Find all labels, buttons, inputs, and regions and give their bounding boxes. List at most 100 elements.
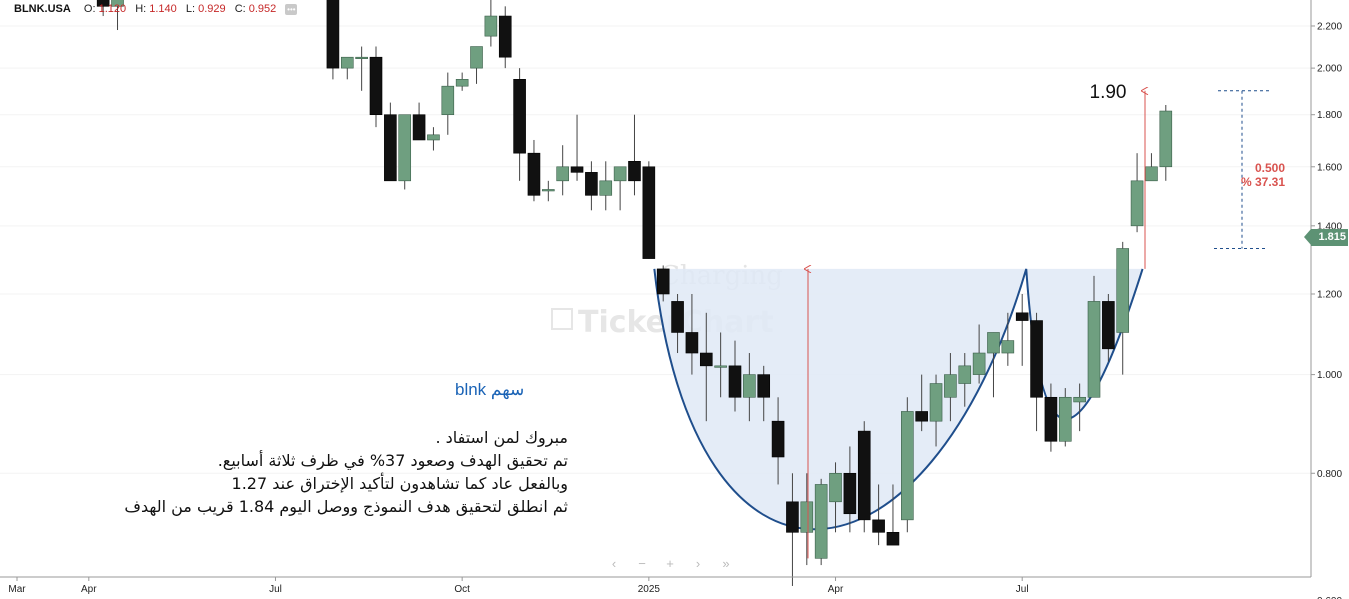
candle-body	[355, 56, 368, 60]
candle	[1001, 312, 1015, 366]
open-key: O:	[83, 3, 96, 15]
candle-body	[886, 532, 900, 546]
candle	[987, 332, 1000, 398]
candle-body	[1116, 248, 1130, 333]
x-tick-label: Jul	[1016, 584, 1029, 595]
candle-body	[96, 0, 110, 7]
candle-body	[857, 430, 871, 521]
candle-body	[843, 472, 857, 515]
candle-body	[929, 383, 943, 422]
candle-body	[1044, 396, 1058, 442]
candle-body	[699, 352, 713, 367]
candle	[513, 68, 526, 181]
candle	[699, 312, 713, 422]
candle-body	[470, 46, 483, 69]
candle-body	[527, 152, 541, 196]
ohlc-header: BLNK.USA O: 1.120 H: 1.140 L: 0.929 C: 0…	[14, 3, 298, 15]
chart-navigation: ‹ − + › »	[600, 557, 740, 571]
candle	[757, 365, 771, 422]
candle	[1044, 383, 1058, 452]
low-key: L:	[185, 3, 196, 15]
candle	[901, 397, 914, 533]
candle-body	[455, 79, 469, 87]
candle	[886, 484, 900, 546]
candle	[671, 293, 684, 354]
candle-body	[642, 166, 656, 259]
candle	[498, 6, 512, 69]
candle	[585, 161, 598, 211]
y-tick-label: 1.000	[1317, 370, 1342, 381]
candle	[1030, 312, 1043, 432]
candle-body	[1145, 166, 1158, 182]
candle	[96, 0, 110, 17]
candle-body	[1030, 320, 1043, 398]
candle	[1130, 153, 1144, 233]
zoom-out-button[interactable]: −	[638, 556, 646, 571]
candle	[455, 72, 469, 91]
nav-end-button[interactable]: »	[722, 556, 730, 571]
annotation-line-2: تم تحقيق الهدف وصعود 37% في ظرف ثلاثة أس…	[217, 451, 568, 470]
annotation-line-1: مبروك لمن استفاد .	[435, 428, 568, 447]
candle-body	[570, 166, 584, 173]
candle-body	[340, 56, 354, 69]
candle	[814, 478, 828, 566]
x-tick-label: 2025	[638, 584, 661, 595]
candle-body	[1130, 180, 1144, 227]
time-axis: Mar Apr Jul Oct 2025 Apr Jul	[8, 577, 1029, 595]
candle	[1058, 388, 1072, 447]
candle-body	[743, 374, 756, 398]
candle-body	[613, 166, 627, 182]
candle-body	[685, 332, 699, 354]
y-tick-label: 0.800	[1317, 469, 1342, 480]
candle-body	[585, 172, 598, 196]
nav-forward-button[interactable]: ›	[695, 556, 701, 571]
candle-body	[786, 501, 799, 533]
candle	[326, 0, 340, 80]
zoom-in-button[interactable]: +	[666, 556, 674, 571]
candle-body	[915, 411, 928, 422]
arabic-annotation: مبروك لمن استفاد . تم تحقيق الهدف وصعود …	[60, 426, 568, 518]
candle-body	[326, 0, 340, 69]
candle-body	[1102, 301, 1115, 350]
candle-body	[369, 56, 383, 116]
candle	[728, 340, 742, 412]
candle	[111, 0, 124, 31]
candle	[527, 139, 541, 202]
y-tick-label: 1.400	[1317, 221, 1342, 232]
candle	[398, 114, 412, 190]
candles	[96, 0, 1173, 586]
candle	[1087, 275, 1101, 398]
candle	[484, 0, 498, 47]
measure-value-label: 0.500	[1255, 161, 1285, 175]
y-tick-label: 1.600	[1317, 162, 1342, 173]
symbol-label: BLNK.USA	[14, 3, 71, 15]
nav-back-button[interactable]: ‹	[611, 556, 617, 571]
annotation-line-4: ثم انطلق لتحقيق هدف النموذج ووصل اليوم 1…	[124, 497, 568, 516]
menu-dots-icon[interactable]: •••	[285, 3, 298, 15]
candle-body	[542, 189, 555, 192]
overlays: 1.90 0.500% 37.31	[808, 82, 1285, 559]
candle	[1015, 293, 1029, 366]
candle	[929, 374, 943, 447]
y-tick-label: 2.200	[1317, 21, 1342, 32]
candle-body	[412, 114, 426, 141]
candle	[613, 166, 627, 211]
y-tick-label: 1.200	[1317, 289, 1342, 300]
low-value: 0.929	[198, 3, 226, 15]
x-tick-label: Oct	[454, 584, 470, 595]
candle-body	[599, 180, 613, 196]
annotation-line-3: وبالفعل عاد كما تشاهدون لتأكيد الإختراق …	[231, 474, 568, 493]
candle-body	[384, 114, 397, 182]
cup-fill	[654, 268, 1143, 530]
candle	[958, 353, 972, 407]
candle-body	[1087, 301, 1101, 398]
x-tick-label: Jul	[269, 584, 282, 595]
candle	[857, 421, 871, 533]
candle	[1145, 153, 1158, 182]
candle	[628, 114, 641, 196]
candle	[441, 72, 455, 135]
candle	[944, 353, 957, 422]
candle	[771, 397, 785, 485]
candle	[369, 46, 383, 128]
candle-body	[901, 411, 914, 521]
